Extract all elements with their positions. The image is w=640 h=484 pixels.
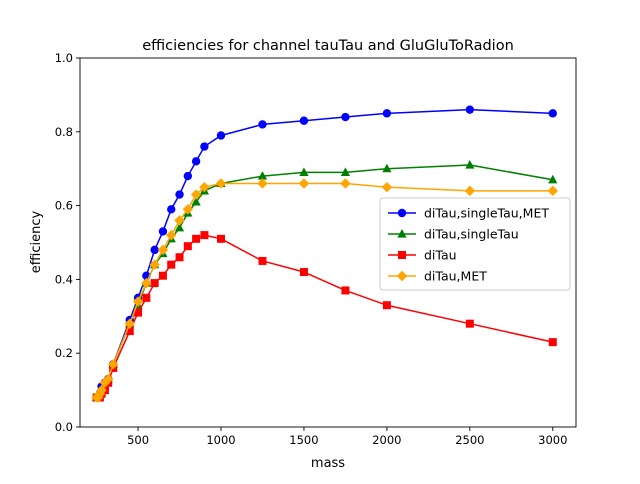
y-tick-label-1: 0.2 [55, 346, 73, 360]
legend-marker-0 [397, 208, 407, 218]
data-point-s1-20 [340, 167, 351, 176]
data-point-s0-16 [200, 142, 209, 151]
data-point-s1-22 [465, 160, 475, 169]
y-tick-label-5: 1.0 [55, 51, 73, 65]
y-tick-label-0: 0.0 [55, 420, 73, 434]
data-point-s0-14 [183, 171, 193, 181]
chart-title: efficiencies for channel tauTau and GluG… [142, 38, 514, 54]
data-point-s0-19 [299, 116, 309, 125]
x-tick-label-2: 1500 [289, 433, 318, 447]
data-point-s0-21 [382, 109, 392, 118]
data-point-s1-15 [191, 196, 201, 206]
legend-label-2: diTau [424, 248, 457, 263]
data-point-s3-20 [340, 178, 351, 189]
x-axis-label: mass [311, 456, 345, 471]
legend-marker-2 [398, 251, 406, 259]
data-point-s2-15 [192, 234, 201, 243]
data-point-s1-13 [174, 222, 185, 232]
data-point-s3-21 [381, 181, 393, 193]
data-point-s2-18 [258, 256, 267, 265]
data-point-s1-21 [382, 163, 392, 173]
y-axis-label: efficiency [29, 210, 44, 273]
data-point-s0-12 [167, 205, 176, 214]
data-point-s2-8 [134, 308, 143, 317]
data-point-s3-22 [464, 185, 476, 197]
data-point-s3-5 [103, 373, 114, 385]
data-point-s3-10 [149, 259, 160, 270]
data-point-s2-21 [382, 301, 391, 310]
data-point-s0-23 [548, 109, 557, 118]
data-point-s3-18 [257, 178, 268, 189]
data-point-s0-13 [175, 190, 184, 199]
y-tick-label-3: 0.6 [55, 199, 73, 213]
x-tick-label-0: 500 [127, 433, 149, 447]
data-point-s3-19 [298, 178, 310, 189]
data-point-s2-13 [175, 253, 184, 262]
data-point-s2-17 [217, 234, 226, 243]
x-tick-label-1: 1000 [206, 433, 235, 447]
data-point-s2-9 [142, 293, 151, 302]
data-point-s0-17 [216, 131, 226, 140]
data-point-s3-17 [215, 178, 227, 189]
data-point-s3-1 [93, 392, 104, 403]
data-point-s1-23 [548, 174, 558, 184]
data-point-s1-18 [257, 171, 268, 180]
data-point-s0-15 [191, 157, 201, 166]
data-point-s3-6 [107, 359, 119, 370]
data-point-s0-11 [158, 227, 168, 236]
data-point-s0-22 [465, 105, 475, 114]
plot-frame [79, 57, 577, 428]
data-point-s3-23 [547, 185, 558, 197]
data-point-s0-10 [150, 245, 159, 255]
data-point-s2-11 [158, 271, 167, 280]
legend-box [379, 197, 571, 291]
data-point-s2-14 [183, 242, 192, 251]
legend-label-1: diTau,singleTau [424, 227, 519, 242]
data-point-s2-7 [125, 327, 134, 336]
data-point-s3-15 [190, 189, 202, 200]
y-tick-label-4: 0.8 [55, 125, 73, 139]
data-point-s1-19 [299, 167, 309, 176]
y-tick-label-2: 0.4 [55, 272, 73, 286]
x-tick-label-5: 3000 [538, 433, 567, 447]
data-point-s2-23 [548, 338, 557, 347]
x-tick-label-3: 2000 [372, 433, 401, 447]
data-point-s3-11 [157, 244, 169, 256]
data-point-s3-7 [124, 318, 135, 329]
data-point-s2-20 [341, 286, 350, 295]
data-point-s3-9 [141, 277, 152, 289]
data-point-s2-19 [299, 268, 308, 277]
data-point-s3-14 [182, 204, 194, 215]
legend-label-0: diTau,singleTau,MET [424, 206, 549, 221]
data-point-s3-13 [174, 215, 185, 226]
data-point-s0-18 [258, 120, 267, 129]
x-tick-label-4: 2500 [455, 433, 484, 447]
legend-marker-3 [396, 270, 408, 282]
data-point-s2-12 [167, 260, 176, 269]
data-point-s3-8 [132, 296, 144, 307]
data-point-s2-16 [200, 231, 209, 240]
legend-marker-1 [397, 229, 407, 238]
data-point-s3-3 [96, 384, 107, 396]
data-point-s2-10 [150, 279, 159, 288]
data-point-s3-12 [166, 229, 177, 241]
data-point-s3-16 [199, 181, 210, 193]
data-point-s2-22 [465, 319, 474, 328]
legend-label-3: diTau,MET [424, 269, 487, 284]
data-point-s3-4 [99, 377, 111, 388]
data-point-s0-20 [341, 112, 350, 122]
